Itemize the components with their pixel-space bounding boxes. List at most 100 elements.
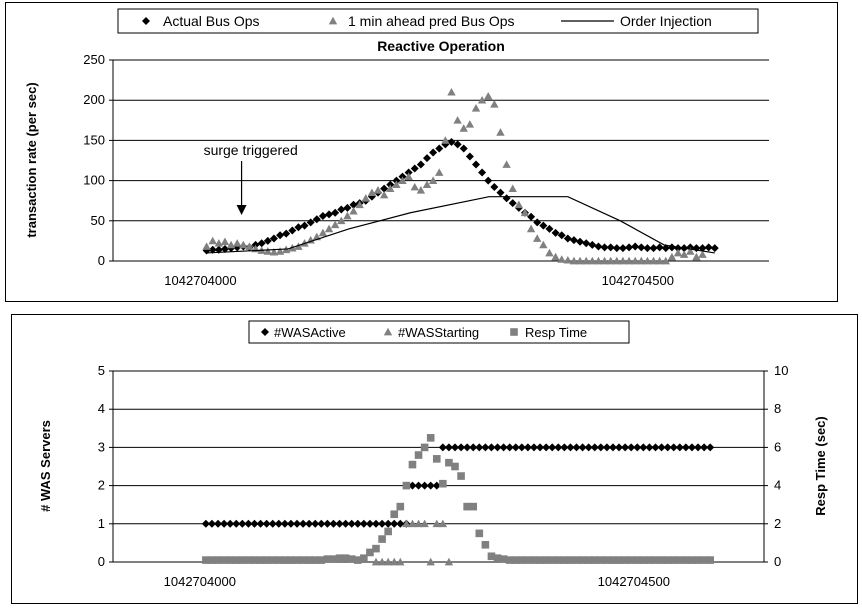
data-point <box>463 502 471 511</box>
data-point <box>496 188 505 197</box>
data-marks <box>201 434 715 566</box>
axes <box>109 370 768 563</box>
data-point <box>463 443 472 452</box>
y-tick-label: 0 <box>98 554 105 569</box>
y-axis-title: # WAS Servers <box>38 420 53 512</box>
data-point <box>299 556 307 564</box>
data-point <box>268 519 277 528</box>
data-point <box>560 443 569 452</box>
data-point <box>447 87 456 96</box>
legend-box <box>117 8 759 34</box>
data-point <box>584 443 593 452</box>
data-point <box>542 443 551 452</box>
y2-tick-label: 2 <box>774 516 781 531</box>
data-point <box>633 556 642 564</box>
data-point <box>637 256 646 265</box>
legend-label: 1 min ahead pred Bus Ops <box>348 13 515 29</box>
data-point <box>274 556 283 564</box>
data-point <box>420 481 429 490</box>
data-point <box>618 256 628 265</box>
data-point <box>293 556 301 564</box>
data-point <box>420 443 429 452</box>
data-point <box>554 443 563 452</box>
data-point <box>331 208 340 217</box>
data-point <box>256 556 265 564</box>
bus-ops-chart: 0 50 100 150 200 250 1042704000 1042704500 Rea… <box>24 8 769 288</box>
data-point <box>655 256 664 265</box>
data-point <box>276 231 285 240</box>
data-point <box>706 443 715 452</box>
data-point <box>600 256 609 265</box>
data-point <box>201 519 210 528</box>
data-point <box>566 443 575 452</box>
data-point <box>533 218 542 227</box>
legend: Actual Bus Ops 1 min ahead pred Bus Ops Or… <box>117 8 759 34</box>
data-point <box>572 443 581 452</box>
data-point <box>287 556 295 564</box>
data-point <box>274 519 283 528</box>
data-point <box>560 556 569 564</box>
data-point <box>590 443 599 452</box>
y2-tick-label: 10 <box>774 363 788 378</box>
data-point <box>487 552 496 561</box>
data-point <box>408 460 417 469</box>
data-point <box>669 556 678 564</box>
data-point <box>533 234 542 242</box>
y-tick-label: 200 <box>83 92 105 107</box>
data-point <box>361 194 370 202</box>
data-point <box>625 243 634 252</box>
data-point <box>416 186 426 194</box>
data-point <box>465 152 474 161</box>
data-point <box>372 519 381 528</box>
data-point <box>408 519 417 528</box>
data-point <box>457 443 466 452</box>
y-tick-labels: 0 50 100 150 200 250 <box>83 52 105 268</box>
x-tick-label: 1042704500 <box>602 273 674 288</box>
data-point <box>590 556 599 564</box>
data-point <box>475 529 484 538</box>
data-point <box>337 205 346 214</box>
data-point <box>596 443 605 452</box>
data-point <box>360 554 368 562</box>
y-tick-label: 0 <box>98 253 105 268</box>
y2-tick-labels: 0 2 4 6 8 10 <box>774 363 788 569</box>
data-point <box>323 555 332 563</box>
data-point <box>663 443 672 452</box>
data-point <box>428 176 438 184</box>
legend-box <box>248 320 630 344</box>
legend-marker <box>142 17 150 25</box>
data-point <box>502 194 511 203</box>
was-servers-chart: 0 1 2 3 4 5 0 2 4 6 8 10 1042704000 1042704500 # WA… <box>38 320 828 589</box>
legend: #WASActive #WASStarting Resp Time <box>248 320 630 344</box>
data-point <box>578 443 587 452</box>
data-point <box>318 211 327 220</box>
data-point <box>457 472 465 480</box>
data-point <box>511 443 520 452</box>
data-point <box>529 443 538 452</box>
data-point <box>286 519 295 528</box>
data-point <box>578 556 587 564</box>
data-point <box>317 519 326 528</box>
data-point <box>484 91 493 100</box>
data-point <box>621 556 629 564</box>
data-point <box>450 443 459 452</box>
data-point <box>207 519 216 528</box>
y-tick-label: 100 <box>83 173 105 188</box>
y-tick-label: 2 <box>98 478 105 493</box>
data-point <box>426 434 435 442</box>
data-point <box>416 160 425 169</box>
legend-marker <box>261 328 269 336</box>
data-point <box>490 183 499 192</box>
y-tick-label: 1 <box>98 516 105 531</box>
data-point <box>551 252 560 261</box>
data-point <box>439 479 447 488</box>
data-point <box>493 443 502 452</box>
data-point <box>392 180 401 188</box>
data-point <box>299 519 308 528</box>
data-point <box>317 556 326 564</box>
data-point <box>226 519 235 528</box>
data-point <box>305 556 313 564</box>
data-point <box>682 556 690 564</box>
data-point <box>343 203 352 212</box>
data-point <box>692 252 701 261</box>
